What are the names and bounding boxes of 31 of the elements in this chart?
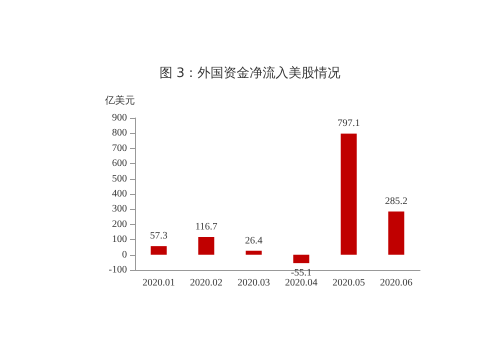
x-tick-label: 2020.01 (142, 278, 175, 288)
bar (150, 246, 167, 255)
y-tick-label: 200 (112, 218, 127, 230)
data-label: 57.3 (150, 230, 168, 242)
x-tick-label: 2020.02 (190, 278, 222, 288)
y-tick-label: 300 (112, 204, 127, 215)
y-tick-label: 700 (112, 142, 127, 154)
bar (388, 211, 404, 255)
bar (340, 134, 357, 255)
y-axis-title: 亿美元 (104, 94, 135, 106)
y-tick-label: 800 (112, 128, 127, 139)
y-tick-label: 500 (112, 173, 127, 184)
data-label: 26.4 (245, 235, 262, 246)
chart-title: 图 3：外国资金净流入美股情况 (159, 65, 341, 81)
data-label: -55.1 (290, 268, 312, 279)
bar (293, 254, 310, 264)
x-tick-label: 2020.05 (332, 278, 365, 288)
bar (198, 237, 214, 255)
y-tick-label: -100 (108, 264, 127, 276)
data-label: 797.1 (338, 118, 360, 130)
y-tick-label: 100 (112, 234, 127, 246)
x-tick-label: 2020.06 (380, 278, 412, 288)
y-tick-label: 900 (112, 112, 127, 124)
data-label: 116.7 (195, 222, 218, 233)
x-tick-label: 2020.03 (238, 278, 270, 288)
y-tick-label: 0 (122, 249, 127, 260)
y-tick-label: 400 (112, 188, 127, 200)
y-tick-label: 600 (112, 158, 127, 170)
x-tick-label: 2020.04 (285, 278, 318, 288)
bar (246, 250, 262, 255)
data-label: 285.2 (385, 196, 408, 207)
